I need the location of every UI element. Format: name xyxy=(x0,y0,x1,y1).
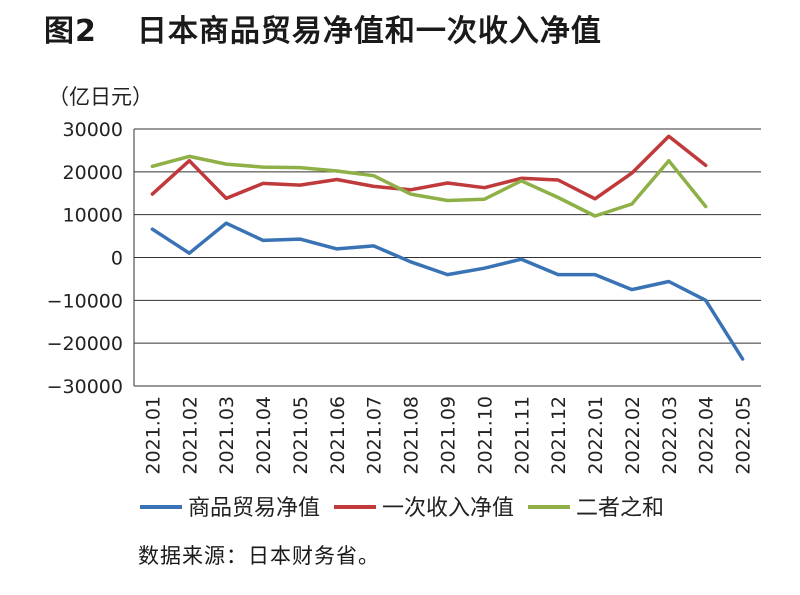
x-tick-label: 2021.07 xyxy=(364,396,386,475)
series-line-2 xyxy=(150,134,708,201)
y-tick-label: −30000 xyxy=(47,376,123,398)
x-tick-label: 2022.02 xyxy=(622,396,644,475)
chart-title: 日本商品贸易净值和一次收入净值 xyxy=(136,14,602,49)
source-note: 数据来源：日本财务省。 xyxy=(138,544,380,568)
x-tick-label: 2021.08 xyxy=(401,396,423,475)
x-tick-label: 2021.11 xyxy=(511,396,533,475)
x-tick-label: 2021.12 xyxy=(548,396,570,475)
y-tick-label: −10000 xyxy=(47,290,123,312)
legend-label-3: 二者之和 xyxy=(576,496,664,521)
x-tick-label: 2022.05 xyxy=(733,396,755,475)
series-line-1 xyxy=(150,221,745,361)
x-tick-label: 2022.04 xyxy=(696,396,718,475)
x-tick-label: 2021.01 xyxy=(142,396,164,475)
y-tick-label: 20000 xyxy=(63,162,123,184)
y-tick-label: 30000 xyxy=(63,119,123,141)
figure-number: 图2 xyxy=(44,14,97,49)
x-tick-label: 2021.04 xyxy=(253,396,275,475)
x-tick-label: 2021.09 xyxy=(438,396,460,475)
x-axis-ticks: 2021.01 2021.02 2021.03 2021.04 2021.05 2021.… xyxy=(142,396,754,475)
y-axis-label: （亿日元） xyxy=(48,85,153,109)
y-tick-label: 10000 xyxy=(63,205,123,227)
grid-lines xyxy=(133,128,761,387)
x-tick-label: 2021.06 xyxy=(327,396,349,475)
x-tick-label: 2021.10 xyxy=(474,396,496,475)
x-tick-label: 2021.05 xyxy=(290,396,312,475)
legend-label-1: 商品贸易净值 xyxy=(188,496,320,521)
chart-title-row: 图2 日本商品贸易净值和一次收入净值 xyxy=(44,6,602,50)
legend: 商品贸易净值 一次收入净值 二者之和 xyxy=(140,496,664,521)
legend-label-2: 一次收入净值 xyxy=(382,496,514,521)
series-lines xyxy=(150,134,745,361)
x-tick-label: 2022.01 xyxy=(585,396,607,475)
y-tick-label: −20000 xyxy=(47,333,123,355)
x-tick-label: 2021.02 xyxy=(179,396,201,475)
y-axis-ticks: 30000 20000 10000 0 −10000 −20000 −30000 xyxy=(47,119,123,398)
y-tick-label: 0 xyxy=(111,248,123,270)
x-tick-label: 2021.03 xyxy=(216,396,238,475)
x-tick-label: 2022.03 xyxy=(659,396,681,475)
series-line-3 xyxy=(150,154,708,218)
